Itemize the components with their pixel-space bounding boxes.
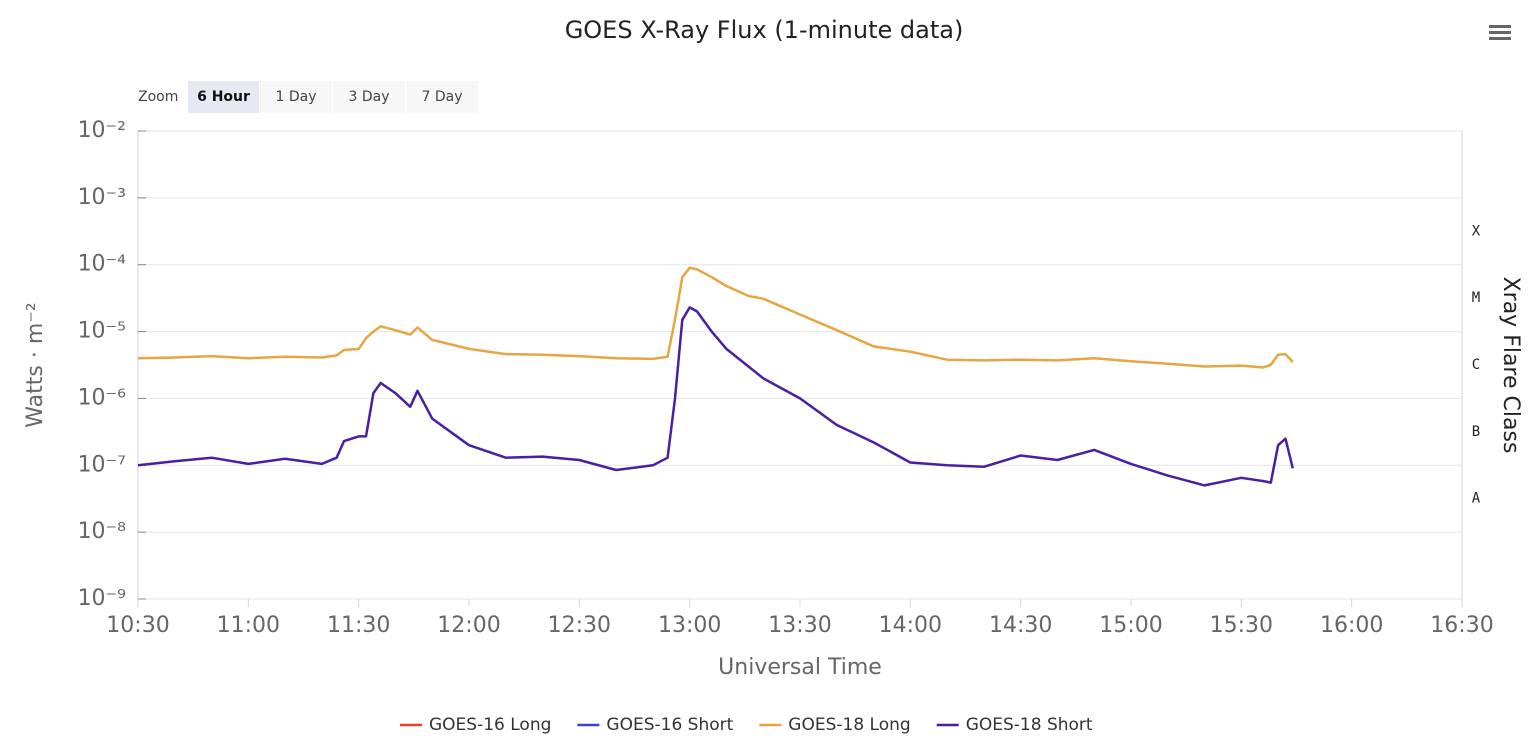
- x-tick-label: 13:30: [768, 613, 831, 638]
- y-tick-label: 10⁻⁶: [78, 385, 127, 410]
- x-tick-label: 16:00: [1320, 613, 1383, 638]
- flare-class-label: M: [1472, 290, 1480, 306]
- zoom-button-label: 1 Day: [275, 89, 316, 105]
- x-tick-label: 15:30: [1210, 613, 1273, 638]
- flare-class-label: X: [1472, 223, 1481, 239]
- x-tick-label: 13:00: [658, 613, 721, 638]
- menu-bar: [1489, 25, 1511, 28]
- zoom-button-bg: [260, 81, 332, 113]
- legend-label: GOES-18 Long: [788, 715, 910, 735]
- x-tick-label: 16:30: [1430, 613, 1493, 638]
- y-axis-title: Watts · m⁻²: [23, 302, 48, 427]
- zoom-button-bg: [406, 81, 478, 113]
- legend-item[interactable]: GOES-16 Short: [577, 715, 734, 735]
- x-tick-label: 11:30: [327, 613, 390, 638]
- series-line: [137, 306, 1295, 487]
- y-tick-label: 10⁻³: [78, 185, 126, 210]
- flare-class-label: A: [1472, 491, 1481, 507]
- y2-axis-title: Xray Flare Class: [1498, 277, 1523, 454]
- x-tick-label: 11:00: [217, 613, 280, 638]
- legend-label: GOES-16 Long: [429, 715, 551, 735]
- legend-item[interactable]: GOES-18 Short: [936, 715, 1093, 735]
- x-tick-label: 15:00: [1099, 613, 1162, 638]
- zoom-button[interactable]: 6 Hour: [188, 81, 259, 113]
- zoom-button[interactable]: 7 Day: [406, 81, 478, 113]
- x-tick-label: 14:30: [989, 613, 1052, 638]
- legend: GOES-16 Long GOES-16 Short GOES-18 Long GOE…: [400, 715, 1093, 735]
- legend-label: GOES-18 Short: [966, 715, 1093, 735]
- zoom-button-label: 3 Day: [348, 89, 389, 105]
- zoom-button[interactable]: 3 Day: [333, 81, 405, 113]
- menu-bar: [1489, 37, 1511, 40]
- zoom-button-bg: [188, 81, 259, 113]
- zoom-button-bg: [333, 81, 405, 113]
- zoom-button[interactable]: 1 Day: [260, 81, 332, 113]
- x-tick-label: 12:30: [548, 613, 611, 638]
- chart-title: GOES X-Ray Flux (1-minute data): [565, 16, 964, 44]
- y-tick-label: 10⁻⁴: [78, 252, 127, 277]
- y-tick-label: 10⁻⁵: [78, 319, 126, 344]
- legend-label: GOES-16 Short: [606, 715, 733, 735]
- series-line: [137, 266, 1294, 369]
- flare-class-label: C: [1472, 357, 1480, 373]
- y-tick-label: 10⁻⁷: [78, 452, 126, 477]
- legend-item[interactable]: GOES-18 Long: [759, 715, 911, 735]
- x-axis-title: Universal Time: [718, 655, 882, 680]
- zoom-button-label: 7 Day: [421, 89, 462, 105]
- y-tick-label: 10⁻⁸: [78, 519, 127, 544]
- y-tick-label: 10⁻²: [78, 118, 126, 143]
- zoom-label: Zoom: [138, 89, 178, 105]
- x-tick-label: 12:00: [437, 613, 500, 638]
- x-tick-label: 10:30: [106, 613, 169, 638]
- x-tick-label: 14:00: [879, 613, 942, 638]
- zoom-button-label: 6 Hour: [197, 89, 250, 105]
- y-tick-label: 10⁻⁹: [78, 586, 126, 611]
- legend-item[interactable]: GOES-16 Long: [400, 715, 551, 735]
- menu-bar: [1489, 31, 1511, 34]
- menu-button[interactable]: [1489, 25, 1511, 40]
- flare-class-label: B: [1472, 424, 1480, 440]
